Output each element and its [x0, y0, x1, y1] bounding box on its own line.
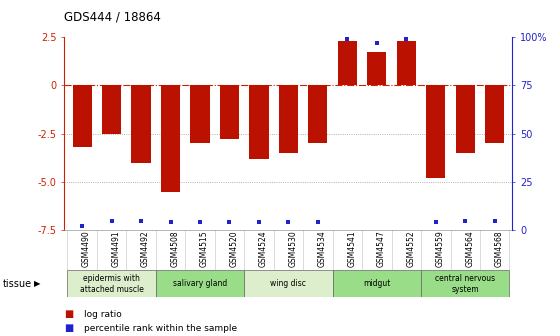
Text: GDS444 / 18864: GDS444 / 18864	[64, 10, 161, 23]
Text: GSM4520: GSM4520	[230, 230, 239, 267]
Bar	[338, 41, 357, 85]
Text: GSM4490: GSM4490	[82, 230, 91, 267]
Text: midgut: midgut	[363, 280, 390, 288]
Text: epidermis with
attached muscle: epidermis with attached muscle	[80, 274, 143, 294]
Text: log ratio: log ratio	[84, 310, 122, 319]
Text: GSM4547: GSM4547	[377, 230, 386, 267]
Bar	[309, 85, 328, 143]
Text: ■: ■	[64, 323, 74, 333]
Bar	[367, 52, 386, 85]
Text: GSM4534: GSM4534	[318, 230, 327, 267]
Bar	[426, 85, 445, 178]
Text: GSM4491: GSM4491	[111, 230, 120, 267]
Bar	[421, 270, 510, 297]
Text: GSM4530: GSM4530	[288, 230, 297, 267]
Text: GSM4541: GSM4541	[347, 230, 356, 267]
Bar	[456, 85, 475, 153]
Text: ■: ■	[64, 309, 74, 319]
Bar	[72, 85, 92, 147]
Bar	[220, 85, 239, 139]
Text: GSM4564: GSM4564	[465, 230, 474, 267]
Bar	[67, 270, 156, 297]
Text: tissue: tissue	[3, 279, 32, 289]
Bar	[156, 270, 244, 297]
Bar	[161, 85, 180, 192]
Text: ▶: ▶	[34, 280, 40, 288]
Bar	[333, 270, 421, 297]
Text: GSM4568: GSM4568	[494, 230, 503, 267]
Bar	[485, 85, 505, 143]
Bar	[249, 85, 268, 159]
Bar	[396, 41, 416, 85]
Text: central nervous
system: central nervous system	[435, 274, 495, 294]
Text: GSM4508: GSM4508	[170, 230, 180, 267]
Text: percentile rank within the sample: percentile rank within the sample	[84, 324, 237, 333]
Bar	[279, 85, 298, 153]
Text: GSM4552: GSM4552	[407, 230, 416, 267]
Bar	[132, 85, 151, 163]
Text: GSM4515: GSM4515	[200, 230, 209, 267]
Text: wing disc: wing disc	[270, 280, 306, 288]
Text: salivary gland: salivary gland	[173, 280, 227, 288]
Text: GSM4524: GSM4524	[259, 230, 268, 267]
Text: GSM4492: GSM4492	[141, 230, 150, 267]
Bar	[244, 270, 333, 297]
Text: GSM4559: GSM4559	[436, 230, 445, 267]
Bar	[102, 85, 121, 134]
Bar	[190, 85, 209, 143]
